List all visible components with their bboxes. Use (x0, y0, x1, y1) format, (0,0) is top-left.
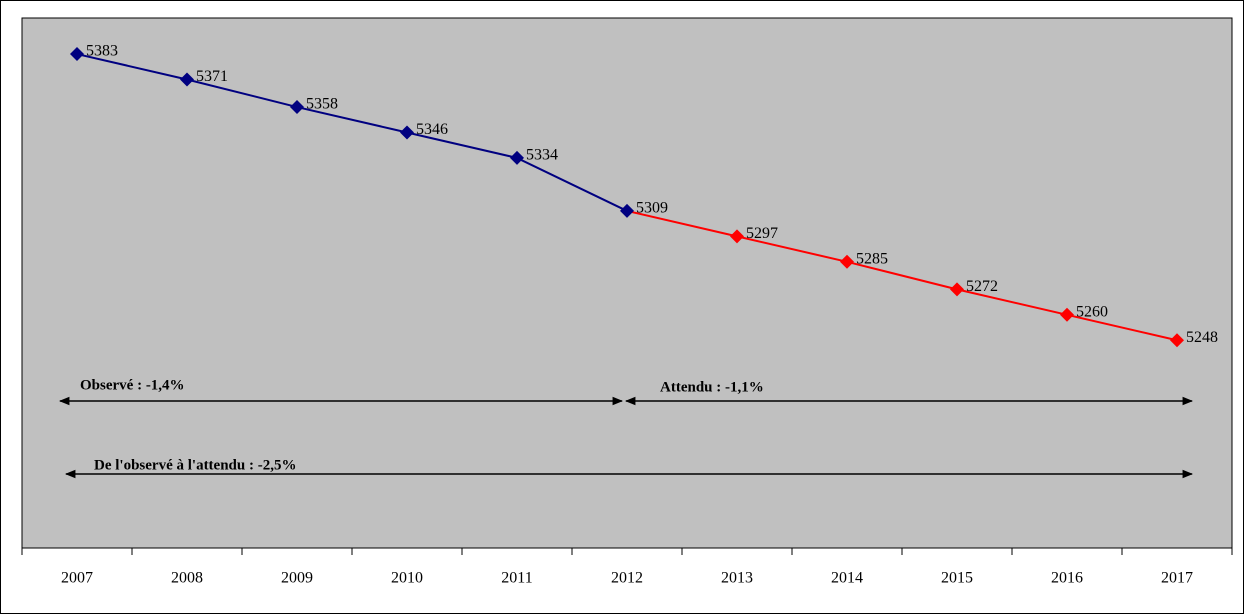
x-tick-label: 2007 (61, 570, 93, 587)
data-label: 5297 (746, 225, 778, 242)
marker (1060, 307, 1074, 322)
marker (730, 229, 744, 244)
data-label: 5371 (196, 68, 228, 85)
x-tick-label: 2010 (391, 570, 423, 587)
marker (400, 125, 414, 140)
x-tick-label: 2009 (281, 570, 313, 587)
x-tick-label: 2014 (831, 570, 863, 587)
data-label: 5248 (1186, 329, 1218, 346)
data-label: 5260 (1076, 303, 1108, 320)
x-tick-label: 2015 (941, 570, 973, 587)
plot-area (21, 17, 1233, 549)
marker (180, 72, 194, 87)
annotation: Attendu : -1,1% (660, 379, 764, 395)
data-label: 5383 (86, 43, 118, 60)
data-label: 5285 (856, 250, 888, 267)
data-label: 5309 (636, 200, 668, 217)
x-tick-label: 2017 (1161, 570, 1193, 587)
marker (1170, 333, 1184, 348)
data-label: 5346 (416, 121, 448, 138)
series-line (76, 53, 628, 212)
annotation: De l'observé à l'attendu : -2,5% (94, 457, 296, 473)
data-label: 5272 (966, 278, 998, 295)
x-tick-label: 2011 (501, 570, 532, 587)
series-line (626, 209, 1178, 342)
marker (620, 203, 634, 218)
x-tick-label: 2016 (1051, 570, 1083, 587)
marker (950, 282, 964, 297)
x-tick-label: 2012 (611, 570, 643, 587)
marker (510, 150, 524, 165)
marker (70, 47, 84, 62)
data-label: 5358 (306, 96, 338, 113)
marker (840, 254, 854, 269)
marker (290, 100, 304, 115)
x-tick-label: 2013 (721, 570, 753, 587)
annotation: Observé : -1,4% (80, 377, 185, 393)
x-tick-label: 2008 (171, 570, 203, 587)
data-label: 5334 (526, 147, 558, 164)
